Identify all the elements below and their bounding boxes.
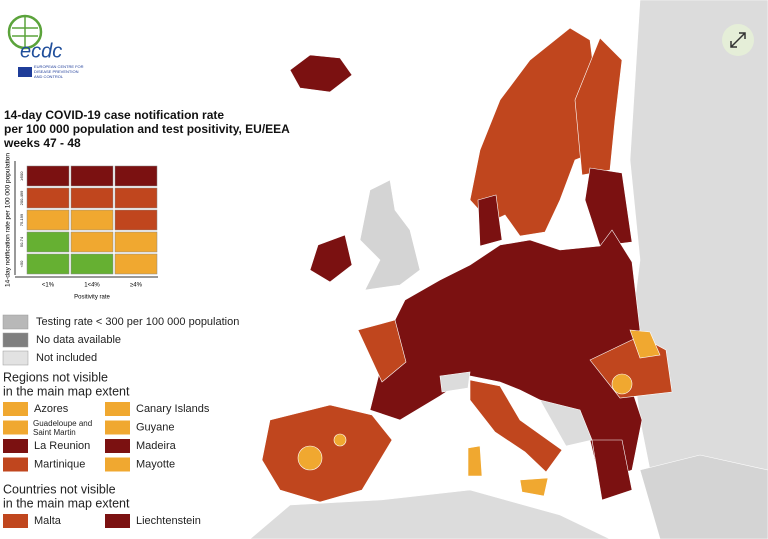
matrix-cell [26, 231, 70, 253]
matrix-cell [70, 187, 114, 209]
legend-label: Guyane [136, 421, 175, 433]
logo: ecdc EUROPEAN CENTRE FOR DISEASE PREVENT… [7, 14, 84, 79]
row-label: 75-199 [19, 213, 24, 226]
legend-label: Azores [34, 403, 69, 415]
matrix-cell [26, 165, 70, 187]
map-background [249, 0, 768, 539]
section-heading: Regions not visible [3, 370, 108, 384]
title-line: weeks 47 - 48 [3, 136, 81, 150]
section-heading: in the main map extent [3, 384, 130, 398]
expand-button[interactable] [722, 24, 754, 56]
logo-subtitle: EUROPEAN CENTRE FOR DISEASE PREVENTION A… [34, 64, 84, 79]
legend-label: Liechtenstein [136, 515, 201, 527]
legend-label: Canary Islands [136, 403, 210, 415]
title-line: 14-day COVID-19 case notification rate [4, 108, 224, 122]
legend-swatch [2, 314, 29, 330]
legend-swatch [105, 514, 130, 528]
title-line: per 100 000 population and test positivi… [4, 122, 290, 136]
legend-swatch [3, 514, 28, 528]
legend-swatch [105, 439, 130, 453]
legend-label-box: Guadeloupe and Saint Martin [33, 418, 93, 437]
legend-swatch [2, 332, 29, 348]
y-axis-label: 14-day notification rate per 100 000 pop… [5, 153, 12, 287]
col-label: ≥4% [130, 283, 143, 289]
matrix-cell [70, 209, 114, 231]
legend-label: La Reunion [34, 440, 90, 452]
matrix-cell [26, 253, 70, 275]
section-heading: Countries not visible [3, 482, 116, 496]
legend-label: Martinique [34, 458, 85, 470]
section-heading: in the main map extent [3, 496, 130, 510]
matrix-cell [70, 253, 114, 275]
matrix-cell [114, 253, 158, 275]
matrix-cell [26, 187, 70, 209]
legend-label: Not included [36, 352, 97, 364]
col-label: 1<4% [84, 283, 100, 289]
row-label: 50-74 [19, 236, 24, 247]
col-label: <1% [42, 283, 55, 289]
legend-swatch [2, 350, 29, 366]
legend-swatch [3, 439, 28, 453]
logo-name: ecdc [20, 40, 62, 62]
legend-swatch [105, 457, 130, 472]
legend-label: Mayotte [136, 458, 175, 470]
row-label: 200-499 [19, 190, 24, 205]
legend-label: Testing rate < 300 per 100 000 populatio… [36, 316, 239, 328]
matrix-cell [70, 165, 114, 187]
matrix-cell [114, 165, 158, 187]
legend-swatch [3, 420, 28, 435]
matrix-cell [114, 231, 158, 253]
matrix-cell [70, 231, 114, 253]
legend-label: Malta [34, 515, 62, 527]
x-axis-label: Positivity rate [74, 295, 110, 301]
legend-label: Madeira [136, 440, 177, 452]
legend-label: Guadeloupe and Saint Martin [33, 418, 93, 437]
legend-swatch [105, 402, 130, 416]
matrix-cell [114, 187, 158, 209]
legend-swatch [105, 420, 130, 435]
legend-label: No data available [36, 334, 121, 346]
legend-swatch [3, 457, 28, 472]
row-label: <50 [19, 260, 24, 268]
row-label: ≥500 [19, 171, 24, 181]
matrix-cell [114, 209, 158, 231]
legend-swatch [3, 402, 28, 416]
matrix-cell [26, 209, 70, 231]
